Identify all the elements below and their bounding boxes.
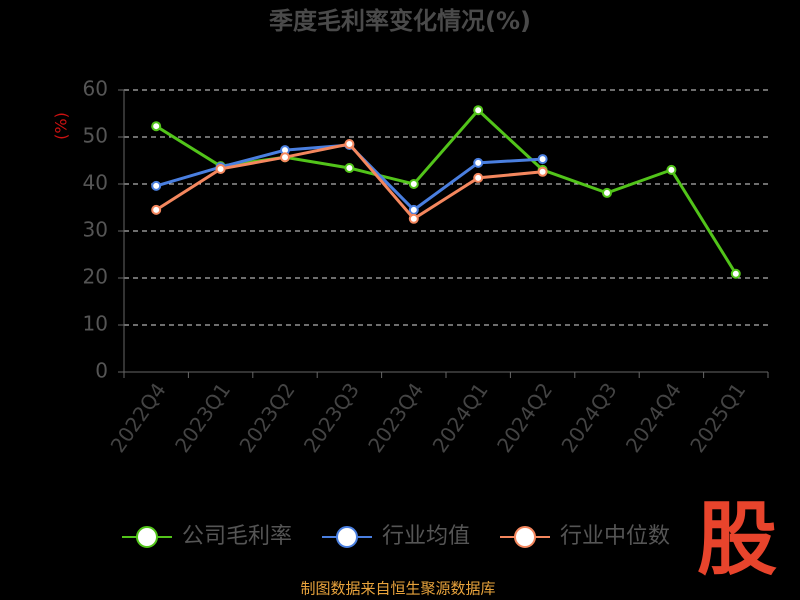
y-tick-label: 0 (95, 359, 108, 383)
point (408, 204, 419, 215)
point (280, 152, 290, 163)
point (666, 164, 677, 175)
x-tick-label: 2023Q1 (170, 378, 235, 457)
point (408, 179, 419, 189)
x-tick-label: 2025Q1 (685, 378, 750, 457)
x-tick-label: 2023Q3 (299, 378, 364, 457)
point (408, 213, 419, 224)
chart-title: 季度毛利率变化情况(%) (269, 7, 531, 35)
point (473, 105, 484, 116)
legend-marker (336, 526, 358, 548)
point (151, 121, 162, 132)
point (537, 166, 548, 177)
source: 制图数据来自恒生聚源数据库 (300, 580, 495, 598)
point (344, 139, 355, 150)
y-tick-label: 50 (83, 124, 108, 148)
point (344, 163, 355, 174)
legend-marker (136, 526, 158, 548)
point (151, 204, 162, 215)
point (151, 180, 162, 191)
point (473, 172, 484, 183)
point (730, 268, 741, 279)
legend-label: 公司毛利率 (182, 524, 292, 549)
y-axis-label: (%) (52, 112, 71, 140)
logo: 股 (697, 493, 777, 586)
y-tick-label: 30 (83, 218, 108, 242)
x-tick-label: 2024Q4 (621, 378, 686, 457)
y-tick-label: 60 (83, 77, 108, 101)
x-tick-label: 2024Q1 (428, 378, 493, 457)
legend-label: 行业均值 (382, 524, 470, 549)
x-tick-label: 2024Q3 (556, 378, 621, 457)
x-tick-label: 2022Q4 (106, 378, 171, 457)
y-tick-label: 40 (83, 171, 108, 195)
legend-label: 行业中位数 (560, 524, 670, 549)
point (215, 163, 226, 174)
series-line (155, 108, 738, 275)
point (602, 187, 612, 198)
series-line (155, 142, 543, 221)
legend-marker (514, 526, 536, 548)
x-tick-label: 2023Q4 (363, 378, 428, 457)
y-tick-label: 10 (83, 312, 108, 336)
y-tick-label: 20 (83, 265, 108, 289)
x-tick-label: 2023Q2 (234, 378, 299, 457)
x-tick-label: 2024Q2 (492, 378, 557, 457)
point (473, 157, 484, 168)
point (537, 154, 548, 165)
